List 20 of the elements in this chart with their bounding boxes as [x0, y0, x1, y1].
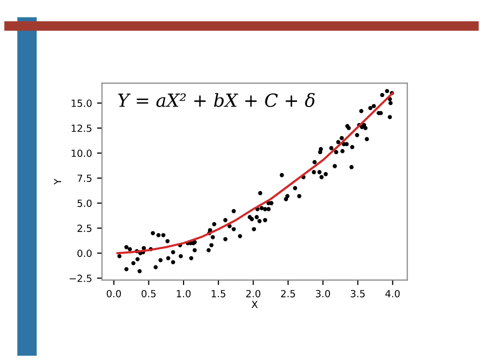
x-axis-title: X [252, 300, 258, 308]
x-tick-label: 3.5 [350, 290, 365, 298]
y-axis-title: Y [54, 178, 62, 185]
x-tick-label: 1.5 [212, 290, 226, 298]
x-tick-label: 3.0 [316, 290, 330, 298]
x-tick-label: 0.5 [142, 290, 156, 298]
y-tick-label: −2.5 [70, 274, 92, 282]
x-tick-label: 1.0 [176, 290, 191, 298]
y-tick-label: 10.0 [72, 150, 92, 157]
y-tick-label: 15.0 [72, 100, 92, 107]
y-tick-label: 2.5 [78, 224, 92, 232]
x-tick-label: 0.0 [106, 290, 121, 298]
y-tick-label: 0.0 [77, 250, 92, 257]
x-tick-label: 4.0 [385, 290, 400, 298]
annotation: Y = aX² + bX + C + δ [118, 92, 315, 108]
y-tick-label: 7.5 [78, 174, 92, 182]
x-tick-label: 2.5 [281, 290, 295, 298]
x-tick-label: 2.0 [246, 290, 260, 298]
y-tick-label: 5.0 [78, 200, 92, 207]
y-tick-label: 12.5 [72, 124, 92, 132]
